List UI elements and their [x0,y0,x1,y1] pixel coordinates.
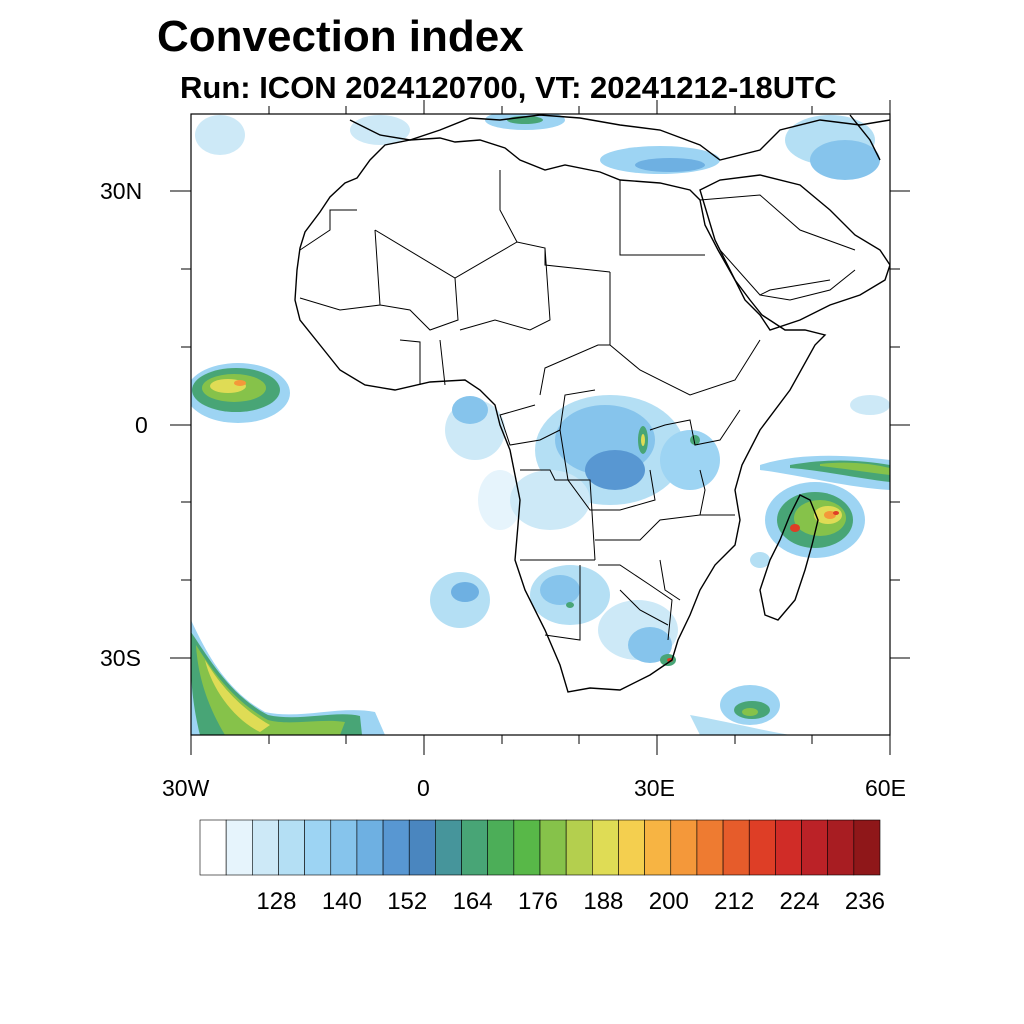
colorbar-swatch [408,819,436,876]
convection-field [191,114,890,735]
field-patch-southern-africa [530,565,678,666]
colorbar-swatch [592,819,619,876]
field-patch-atlantic-south [191,620,385,735]
colorbar-swatch [252,819,279,876]
y-tick-label: 30N [100,178,143,204]
colorbar-swatch [696,819,724,876]
colorbar-swatch [513,819,541,876]
country-borders [299,170,856,641]
field-patch-madagascar [750,482,865,568]
colorbar-swatch [827,819,855,876]
map-title: Convection index [157,12,524,61]
europe-coastline [349,114,890,161]
map-subtitle: Run: ICON 2024120700, VT: 20241212-18UTC [180,70,837,105]
colorbar-swatch [748,819,776,876]
colorbar-label: 128 [256,888,297,915]
x-tick-label: 30W [162,775,210,801]
colorbar-swatch [618,819,645,876]
x-tick-label: 30E [634,775,675,801]
colorbar [199,819,881,876]
colorbar-swatch [461,819,488,876]
colorbar-swatch [382,819,410,876]
colorbar-swatch [304,819,332,876]
colorbar-label: 224 [779,888,820,915]
field-patch-congo [510,395,720,530]
colorbar-swatch [225,819,253,876]
colorbar-label: 236 [844,888,885,915]
colorbar-swatch [775,819,802,876]
africa-coastline [294,137,827,693]
colorbar-swatch [539,819,567,876]
caspian-coastline [849,114,881,161]
colorbar-label: 212 [714,888,755,915]
x-tick-label: 0 [417,775,430,801]
y-tick-label: 30S [100,645,141,671]
field-patch-atlantic-north [191,363,290,423]
colorbar-label: 176 [517,888,559,915]
field-patch-gulf-of-guinea [430,396,522,628]
colorbar-swatch [801,819,828,876]
axis-ticks [170,100,910,755]
colorbar-label: 188 [583,888,624,915]
coastlines [294,114,890,693]
colorbar-swatch [853,819,881,876]
field-patch-indian-ocean [690,395,890,735]
colorbar-swatch [278,819,305,876]
colorbar-swatch [356,819,384,876]
colorbar-swatch [565,819,593,876]
colorbar-label: 164 [452,888,493,915]
x-tick-label: 60E [865,775,906,801]
colorbar-label: 200 [648,888,689,915]
colorbar-swatch [670,819,698,876]
colorbar-label: 152 [387,888,428,915]
colorbar-swatch [644,819,672,876]
y-tick-label: 0 [135,412,148,438]
madagascar-coastline [759,494,819,621]
colorbar-swatch [722,819,750,876]
colorbar-swatch [330,819,358,876]
field-patch-north [195,114,880,180]
colorbar-label: 140 [321,888,362,915]
plot-frame [190,113,891,736]
colorbar-swatch [435,819,462,876]
arabia-coastline [699,174,890,331]
colorbar-swatch [487,819,515,876]
colorbar-swatch [199,819,227,876]
